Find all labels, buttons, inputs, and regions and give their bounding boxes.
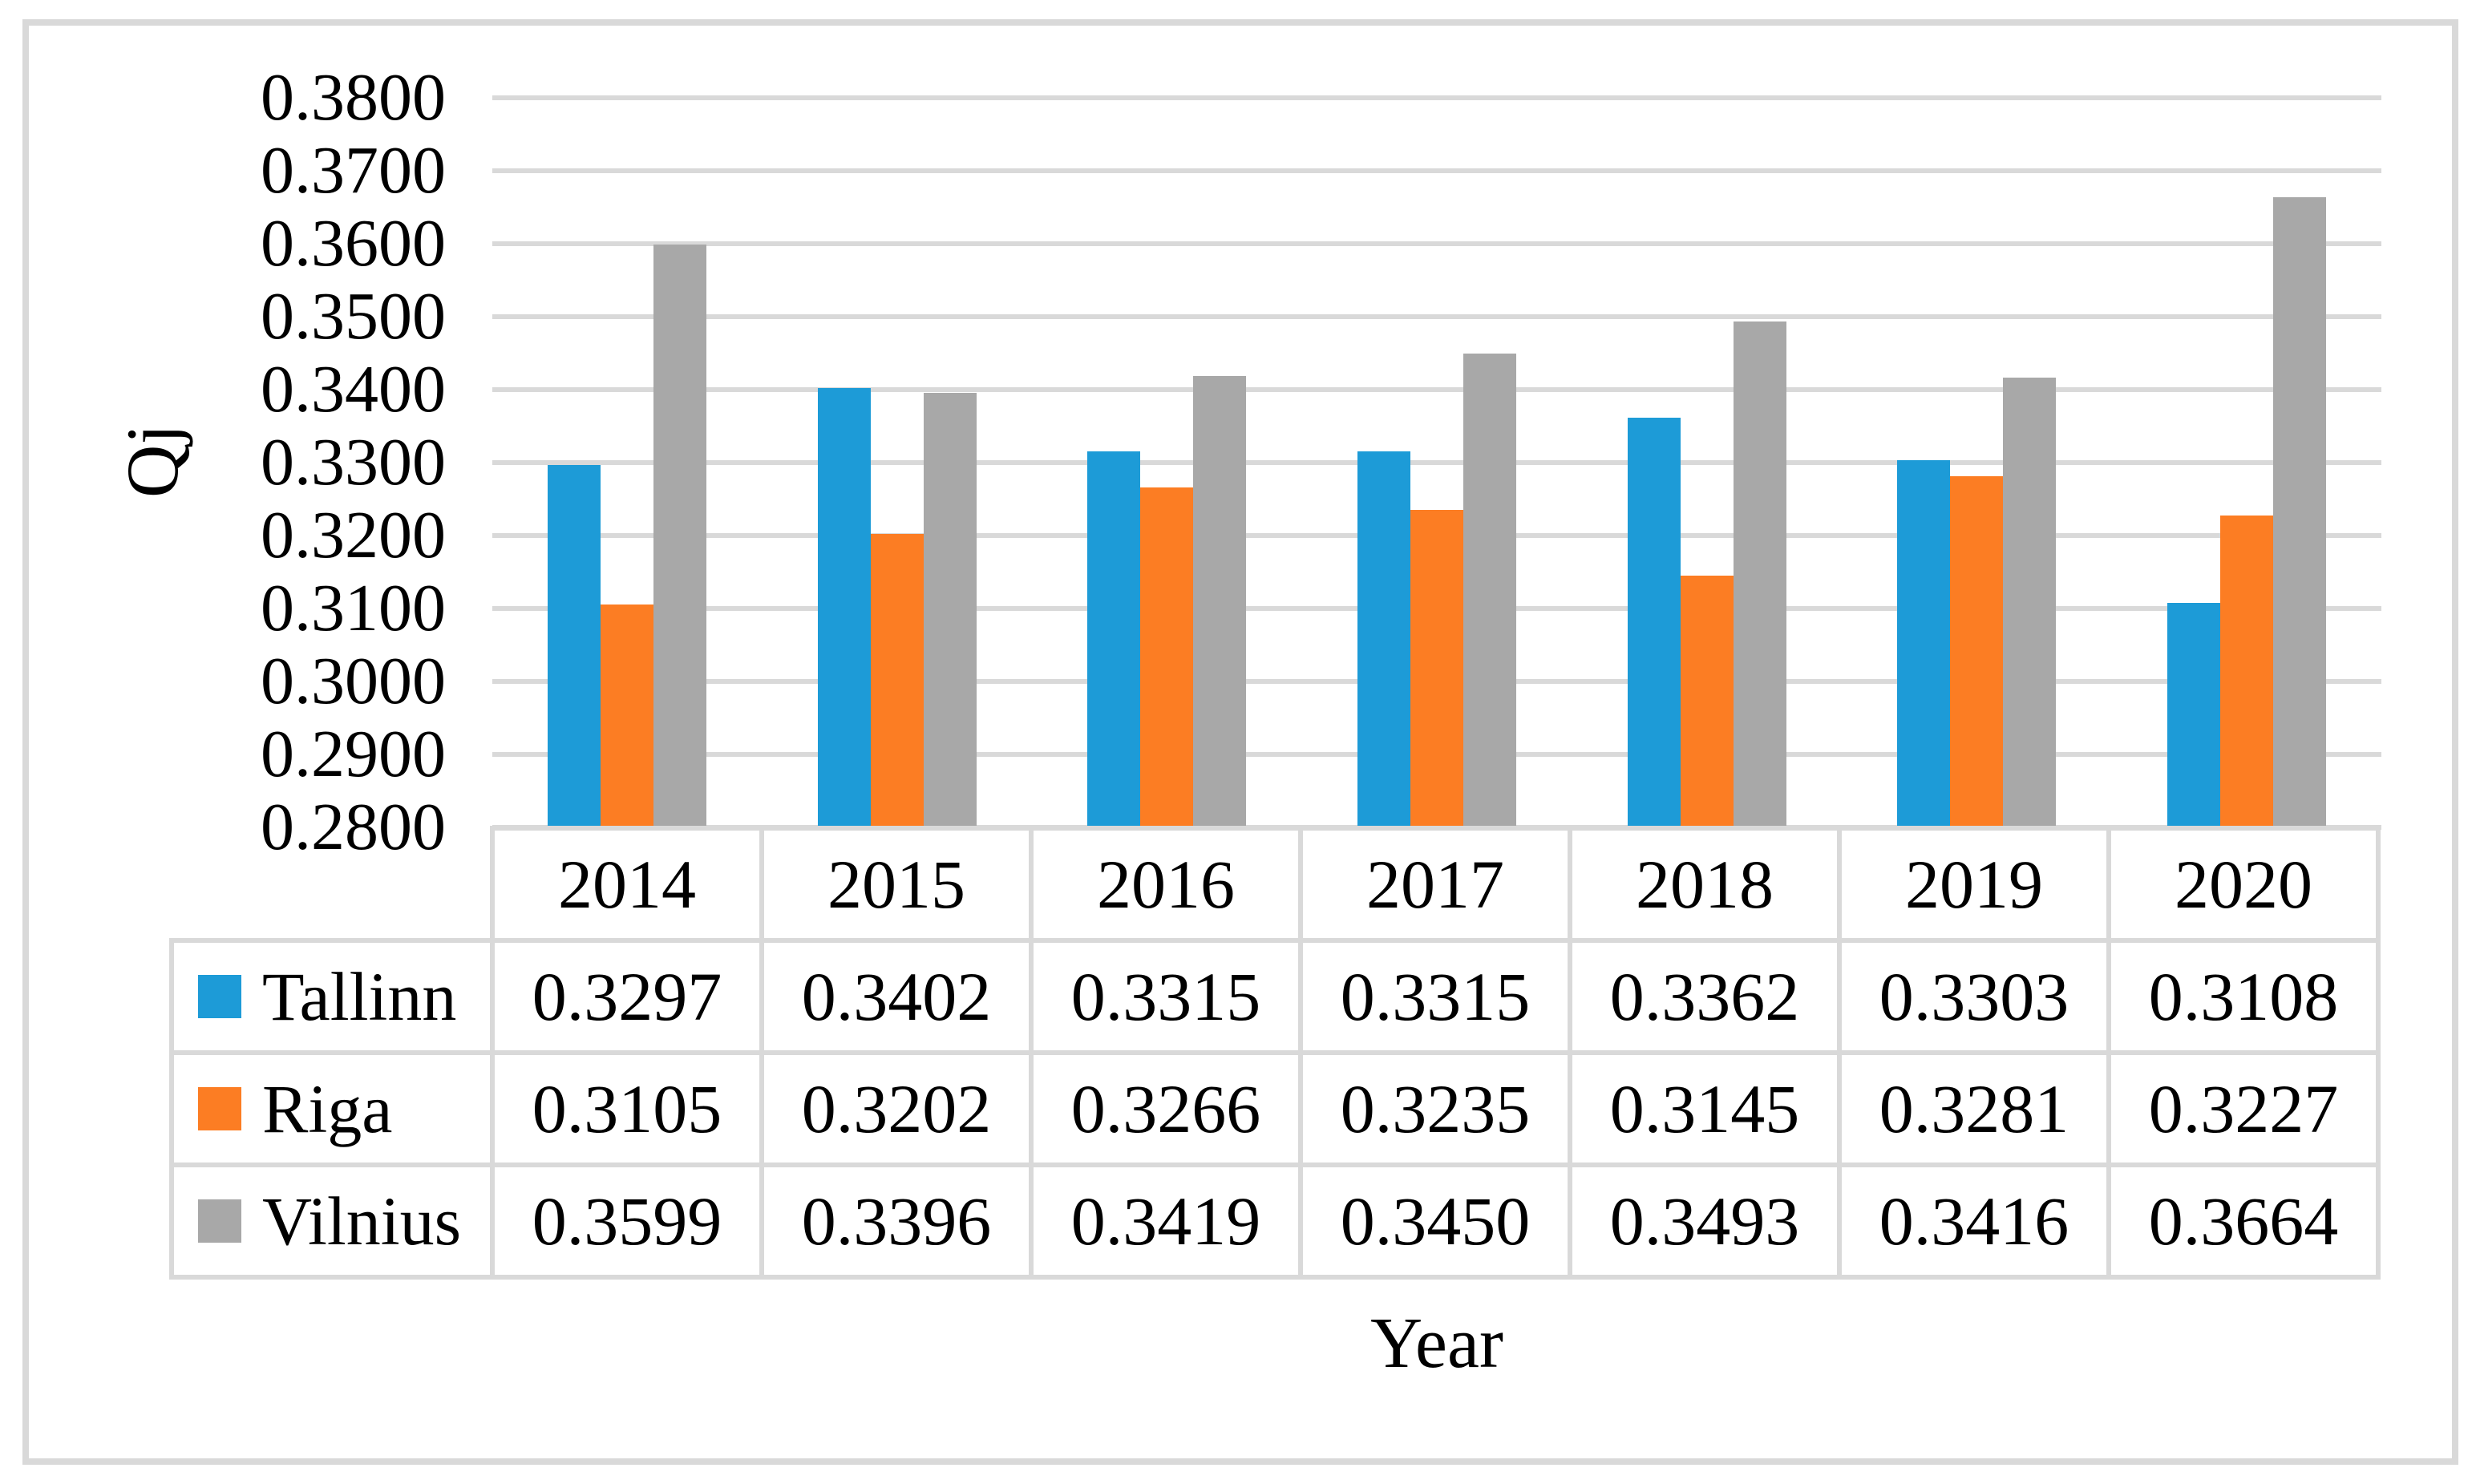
year-header-2016: 2016 bbox=[1029, 826, 1303, 943]
y-tick-label: 0.2800 bbox=[261, 790, 446, 864]
bar-vilnius-2018 bbox=[1733, 321, 1786, 827]
bar-riga-2016 bbox=[1140, 487, 1194, 827]
table-corner-blank bbox=[172, 828, 492, 940]
legend-cell-riga: Riga bbox=[169, 1050, 495, 1167]
year-header-2019: 2019 bbox=[1837, 826, 2111, 943]
value-cell-tallinn-2018: 0.3362 bbox=[1568, 938, 1842, 1055]
y-tick-label: 0.3800 bbox=[261, 60, 446, 135]
y-tick-label: 0.3400 bbox=[261, 352, 446, 427]
y-tick-label: 0.2900 bbox=[261, 717, 446, 791]
value-cell-tallinn-2015: 0.3402 bbox=[759, 938, 1034, 1055]
bar-vilnius-2019 bbox=[2003, 378, 2057, 827]
legend-label-vilnius: Vilnius bbox=[262, 1183, 462, 1260]
gridline bbox=[492, 825, 2381, 830]
x-axis-title: Year bbox=[1370, 1304, 1503, 1383]
value-cell-riga-2019: 0.3281 bbox=[1837, 1050, 2111, 1167]
y-tick-label: 0.3700 bbox=[261, 133, 446, 208]
gridline bbox=[492, 95, 2381, 100]
gridline bbox=[492, 387, 2381, 392]
bar-tallinn-2014 bbox=[548, 464, 601, 827]
value-cell-riga-2015: 0.3202 bbox=[759, 1050, 1034, 1167]
bar-riga-2014 bbox=[601, 605, 654, 827]
y-tick-label: 0.3600 bbox=[261, 206, 446, 281]
value-cell-riga-2016: 0.3266 bbox=[1029, 1050, 1303, 1167]
value-cell-vilnius-2015: 0.3396 bbox=[759, 1163, 1034, 1280]
value-cell-vilnius-2014: 0.3599 bbox=[490, 1163, 764, 1280]
year-header-2015: 2015 bbox=[759, 826, 1034, 943]
year-header-2017: 2017 bbox=[1298, 826, 1572, 943]
bar-vilnius-2016 bbox=[1193, 375, 1247, 827]
value-cell-tallinn-2019: 0.3303 bbox=[1837, 938, 2111, 1055]
bar-vilnius-2020 bbox=[2272, 196, 2326, 827]
value-cell-tallinn-2014: 0.3297 bbox=[490, 938, 764, 1055]
legend-label-riga: Riga bbox=[262, 1070, 393, 1147]
legend-cell-tallinn: Tallinn bbox=[169, 938, 495, 1055]
legend-cell-vilnius: Vilnius bbox=[169, 1163, 495, 1280]
bar-vilnius-2015 bbox=[923, 392, 977, 827]
value-cell-vilnius-2016: 0.3419 bbox=[1029, 1163, 1303, 1280]
bar-tallinn-2017 bbox=[1357, 451, 1410, 827]
y-tick-label: 0.3500 bbox=[261, 279, 446, 354]
legend-swatch-tallinn bbox=[198, 975, 241, 1018]
gridline bbox=[492, 460, 2381, 465]
value-cell-vilnius-2018: 0.3493 bbox=[1568, 1163, 1842, 1280]
legend-label-tallinn: Tallinn bbox=[262, 958, 457, 1035]
legend-swatch-vilnius bbox=[198, 1199, 241, 1243]
gridline bbox=[492, 241, 2381, 246]
bar-tallinn-2016 bbox=[1087, 451, 1141, 827]
value-cell-vilnius-2020: 0.3664 bbox=[2106, 1163, 2381, 1280]
bar-riga-2017 bbox=[1410, 510, 1463, 827]
year-header-2018: 2018 bbox=[1568, 826, 1842, 943]
bar-vilnius-2014 bbox=[653, 244, 707, 827]
gridline bbox=[492, 168, 2381, 173]
y-tick-label: 0.3000 bbox=[261, 644, 446, 718]
value-cell-vilnius-2019: 0.3416 bbox=[1837, 1163, 2111, 1280]
value-cell-tallinn-2020: 0.3108 bbox=[2106, 938, 2381, 1055]
value-cell-tallinn-2017: 0.3315 bbox=[1298, 938, 1572, 1055]
bar-vilnius-2017 bbox=[1463, 353, 1516, 827]
value-cell-vilnius-2017: 0.3450 bbox=[1298, 1163, 1572, 1280]
bar-tallinn-2015 bbox=[817, 388, 871, 827]
y-tick-label: 0.3200 bbox=[261, 498, 446, 572]
year-header-2020: 2020 bbox=[2106, 826, 2381, 943]
bar-riga-2019 bbox=[1950, 476, 2004, 827]
value-cell-riga-2014: 0.3105 bbox=[490, 1050, 764, 1167]
value-cell-tallinn-2016: 0.3315 bbox=[1029, 938, 1303, 1055]
bar-riga-2020 bbox=[2219, 516, 2273, 827]
bar-riga-2018 bbox=[1680, 576, 1734, 827]
bar-tallinn-2018 bbox=[1627, 417, 1681, 827]
data-table: 2014 2015 2016 2017 2018 2019 2020 Tallinn 0.329… bbox=[169, 826, 2381, 1280]
bar-riga-2015 bbox=[870, 534, 924, 827]
gridline bbox=[492, 314, 2381, 319]
y-tick-label: 0.3300 bbox=[261, 425, 446, 499]
value-cell-riga-2020: 0.3227 bbox=[2106, 1050, 2381, 1167]
y-tick-label: 0.3100 bbox=[261, 571, 446, 645]
legend-swatch-riga bbox=[198, 1087, 241, 1130]
bar-tallinn-2019 bbox=[1897, 460, 1951, 827]
bar-tallinn-2020 bbox=[2166, 602, 2220, 827]
value-cell-riga-2017: 0.3235 bbox=[1298, 1050, 1572, 1167]
value-cell-riga-2018: 0.3145 bbox=[1568, 1050, 1842, 1167]
year-header-2014: 2014 bbox=[490, 826, 764, 943]
figure-border bbox=[22, 19, 2458, 1465]
y-axis-title: Qj bbox=[111, 424, 193, 498]
